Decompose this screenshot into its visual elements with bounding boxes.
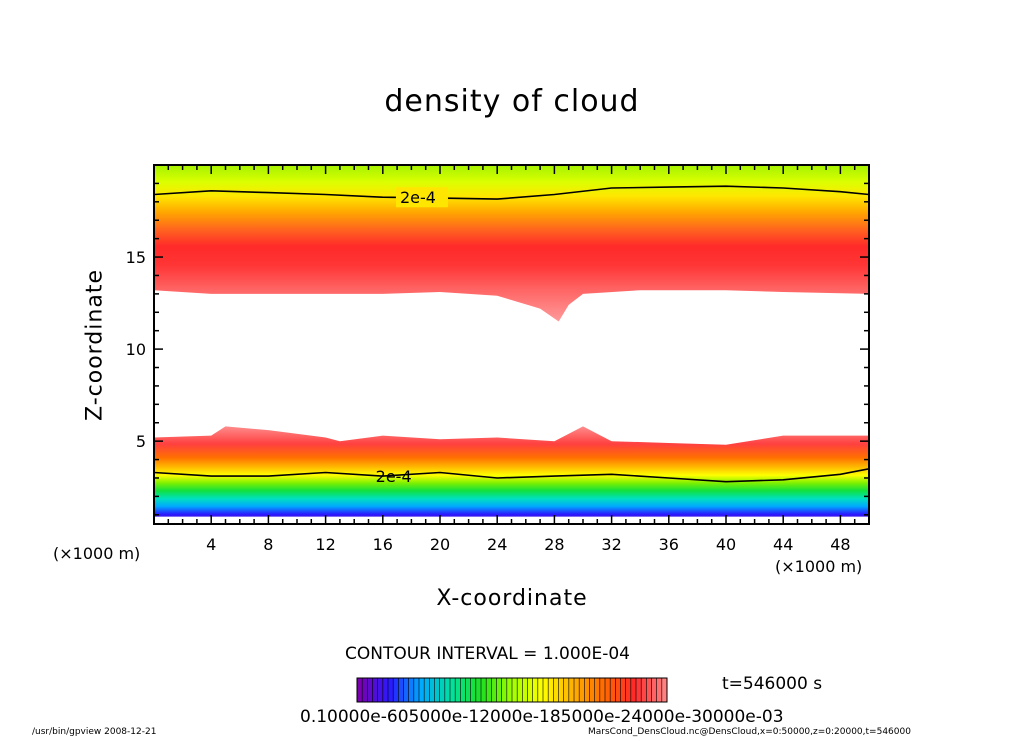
y-tick-label: 10 <box>126 340 146 359</box>
colorbar-cell <box>403 678 409 702</box>
colorbar-cell <box>620 678 626 702</box>
colorbar-cell <box>450 678 456 702</box>
colorbar-cell <box>367 678 373 702</box>
colorbar-cell <box>558 678 564 702</box>
colorbar-cell <box>532 678 539 702</box>
colorbar-cell <box>605 678 611 702</box>
colorbar-cell <box>419 678 425 702</box>
colorbar-cell <box>372 678 378 702</box>
contour-line-upper <box>154 185 869 200</box>
colorbar-cell <box>543 678 549 702</box>
footer-left: /usr/bin/gpview 2008-12-21 <box>32 727 157 737</box>
colorbar-cell <box>439 678 446 702</box>
colorbar-cell <box>455 678 461 702</box>
contour-label-lower: 2e-4 <box>376 467 412 486</box>
colorbar-cell <box>584 678 590 702</box>
x-tick-label: 8 <box>263 535 273 554</box>
contour-label-bg-upper <box>395 187 448 208</box>
colorbar-cell <box>579 678 585 702</box>
colorbar-cell <box>651 678 657 702</box>
colorbar-cell <box>517 678 523 702</box>
colorbar-cell <box>615 678 621 702</box>
colorbar-cell <box>641 678 647 702</box>
chart-title: density of cloud <box>384 84 640 119</box>
colorbar-cell <box>553 678 559 702</box>
contour-interval-text: CONTOUR INTERVAL = 1.000E-04 <box>345 644 630 664</box>
colorbar-cell <box>522 678 528 702</box>
colorbar-cell <box>460 678 466 702</box>
colorbar-cell <box>357 678 363 702</box>
colorbar-cell <box>398 678 404 702</box>
x-tick-label: 20 <box>430 535 450 554</box>
colorbar-cell <box>413 678 420 702</box>
y-axis-label: Z-coordinate <box>82 269 108 421</box>
x-tick-label: 36 <box>659 535 679 554</box>
x-tick-label: 32 <box>601 535 621 554</box>
colorbar-cell <box>512 678 518 702</box>
colorbar-cell <box>388 678 394 702</box>
upper-cloud-layer <box>154 165 869 322</box>
colorbar-cell <box>481 678 487 702</box>
colorbar-cell <box>630 678 637 702</box>
x-unit-right: (×1000 m) <box>775 557 863 576</box>
colorbar-cell <box>656 678 663 702</box>
colorbar-frame <box>356 677 668 703</box>
x-tick-label: 40 <box>716 535 736 554</box>
contour-label-upper: 2e-4 <box>400 188 436 207</box>
colorbar-cell <box>377 678 384 702</box>
x-tick-label: 4 <box>206 535 216 554</box>
colorbar-cell <box>661 678 668 702</box>
colorbar-cell <box>475 678 482 702</box>
colorbar-cell <box>610 678 616 702</box>
colorbar-cell <box>486 678 492 702</box>
x-tick-label: 24 <box>487 535 507 554</box>
colorbar-cell <box>636 678 642 702</box>
x-axis-label: X-coordinate <box>436 586 588 611</box>
x-tick-label: 28 <box>544 535 564 554</box>
time-label: t=546000 s <box>722 674 823 694</box>
colorbar-cell <box>424 678 430 702</box>
colorbar-cell <box>537 678 544 702</box>
colorbar-cell <box>470 678 477 702</box>
colorbar-cell <box>589 678 595 702</box>
colorbar-cell <box>548 678 554 702</box>
colorbar-cell <box>362 678 368 702</box>
colorbar-cell <box>625 678 632 702</box>
colorbar-cell <box>506 678 513 702</box>
colorbar-cell <box>444 678 451 702</box>
footer-right: MarsCond_DensCloud.nc@DensCloud,x=0:5000… <box>588 727 911 737</box>
colorbar-cell <box>434 678 440 702</box>
colorbar-cell <box>646 678 652 702</box>
colorbar-cell <box>563 678 570 702</box>
colorbar-labels: 0.10000e-605000e-12000e-185000e-24000e-3… <box>300 707 784 727</box>
y-tick-label: 5 <box>136 432 146 451</box>
colorbar-cell <box>496 678 502 702</box>
x-tick-label: 44 <box>773 535 793 554</box>
colorbar-cell <box>501 678 508 702</box>
colorbar-cell <box>599 678 606 702</box>
colorbar-cell <box>568 678 575 702</box>
colorbar-cell <box>382 678 389 702</box>
contour-line-lower <box>154 468 869 483</box>
lower-cloud-layer <box>154 426 869 524</box>
x-tick-label: 16 <box>373 535 393 554</box>
colorbar-cell <box>408 678 415 702</box>
x-tick-label: 48 <box>830 535 850 554</box>
colorbar-cell <box>393 678 399 702</box>
x-unit-left: (×1000 m) <box>53 544 141 563</box>
colorbar-cell <box>594 678 601 702</box>
colorbar-cell <box>429 678 435 702</box>
x-tick-label: 12 <box>315 535 335 554</box>
colorbar-cell <box>465 678 471 702</box>
colorbar-cell <box>527 678 533 702</box>
y-tick-label: 15 <box>126 248 146 267</box>
colorbar-cell <box>574 678 580 702</box>
colorbar-cell <box>491 678 497 702</box>
